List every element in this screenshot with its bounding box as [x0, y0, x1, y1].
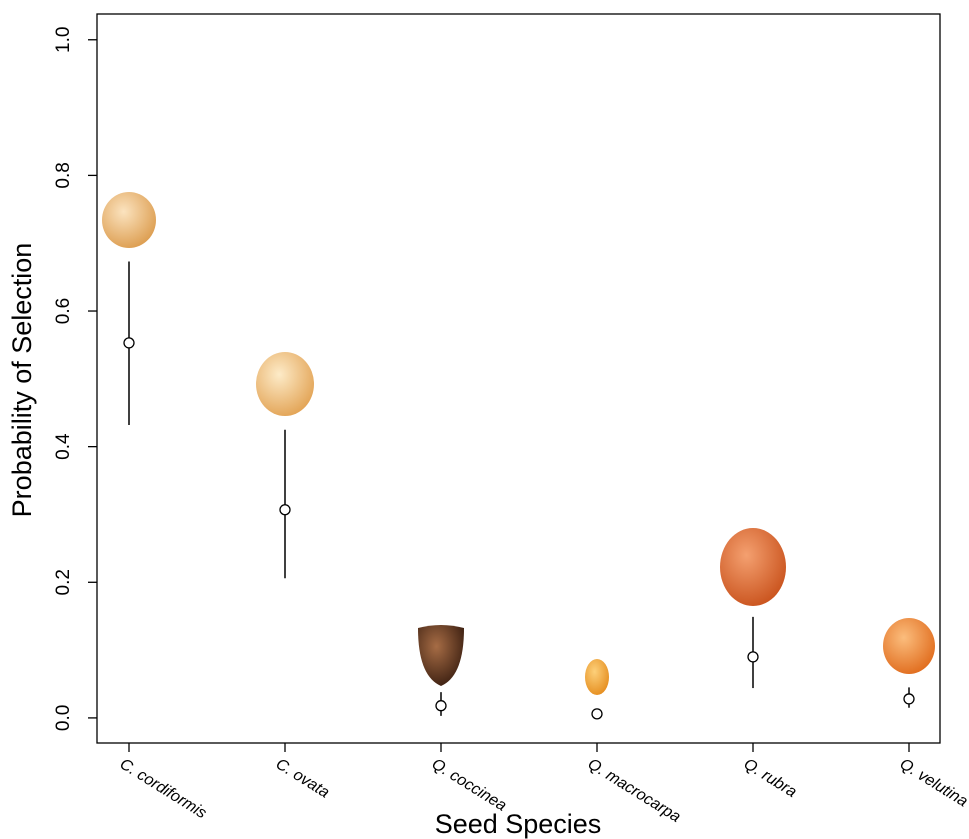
y-tick-label: 0.2 [53, 569, 74, 595]
y-tick-label: 0.4 [53, 433, 74, 460]
y-tick-label: 0.0 [53, 705, 74, 731]
seed-image [418, 625, 464, 686]
seed-image [585, 659, 609, 695]
point [124, 338, 134, 348]
point [436, 701, 446, 711]
chart: Seed Species Probability of Selection 0.… [0, 0, 969, 839]
y-tick-label: 0.6 [53, 298, 74, 324]
point [592, 709, 602, 719]
seed-images [102, 192, 935, 695]
x-tick-label: C. cordiformis [117, 756, 210, 823]
x-tick-label: Q. velutina [897, 756, 969, 811]
point [280, 505, 290, 515]
y-tick-label: 1.0 [53, 27, 74, 53]
seed-image [883, 618, 935, 674]
page: {"chart_data": {"type": "errorbar", "x_l… [0, 0, 969, 839]
x-tick-label: Q. coccinea [429, 756, 510, 815]
seed-image [720, 528, 786, 606]
x-axis-label: Seed Species [435, 809, 602, 839]
x-tick-label: C. ovata [273, 756, 333, 802]
y-axis-label: Probability of Selection [7, 243, 37, 518]
y-tick-label: 0.8 [53, 162, 74, 188]
seed-image [102, 192, 156, 248]
x-tick-label: Q. rubra [741, 756, 800, 802]
point [748, 652, 758, 662]
seed-image [256, 352, 314, 416]
plot-frame [97, 14, 940, 743]
point [904, 694, 914, 704]
